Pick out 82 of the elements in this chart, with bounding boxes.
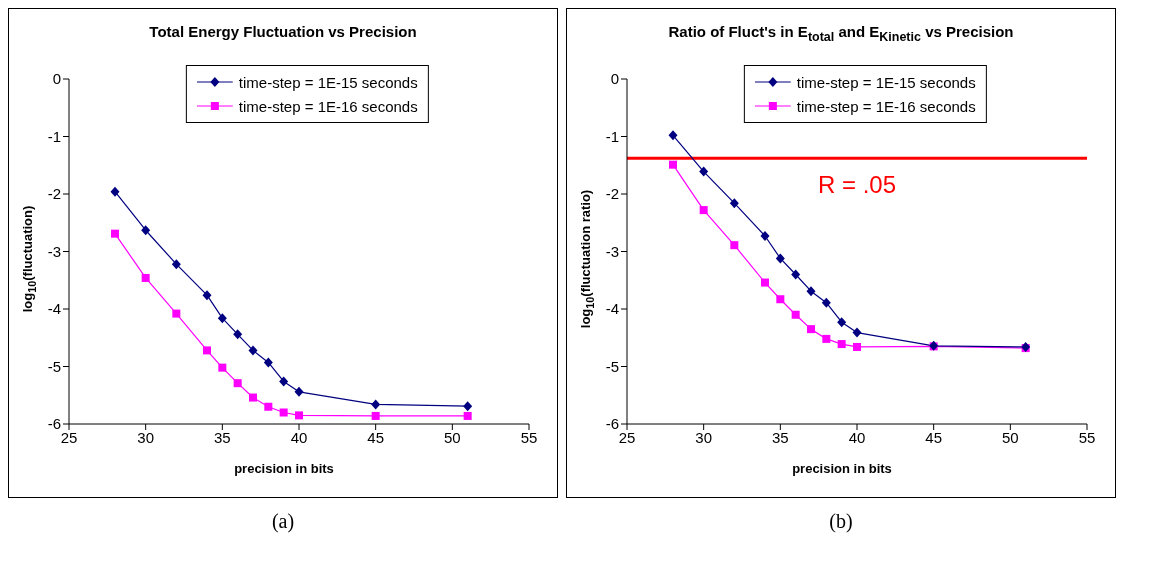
point xyxy=(217,313,227,324)
y-tick-label: -6 xyxy=(605,415,619,433)
point xyxy=(699,166,709,177)
point xyxy=(172,309,181,318)
point xyxy=(807,325,815,334)
point xyxy=(202,290,212,301)
x-tick-label: 55 xyxy=(520,428,538,446)
point xyxy=(822,334,831,343)
point xyxy=(821,297,831,308)
point xyxy=(111,229,119,238)
point xyxy=(263,357,273,368)
x-axis-title: precision in bits xyxy=(791,461,893,476)
y-tick-label: -6 xyxy=(47,415,61,433)
point xyxy=(233,379,242,388)
point xyxy=(837,340,846,349)
point xyxy=(463,411,472,420)
point xyxy=(699,206,708,215)
point xyxy=(668,130,678,141)
point xyxy=(249,393,257,402)
x-axis-title: precision in bits xyxy=(233,461,335,476)
point xyxy=(729,198,739,209)
y-tick-label: -2 xyxy=(47,185,61,203)
point xyxy=(853,342,861,351)
y-tick-label: -5 xyxy=(47,357,61,375)
x-tick-label: 30 xyxy=(695,428,713,446)
text: (a) xyxy=(270,510,296,533)
y-tick-label: -4 xyxy=(47,300,61,318)
y-tick-label: -5 xyxy=(605,357,619,375)
y-tick-label: -3 xyxy=(47,242,61,260)
point xyxy=(141,225,151,236)
x-tick-label: 25 xyxy=(60,428,78,446)
x-tick-label: 40 xyxy=(848,428,866,446)
point xyxy=(294,386,304,397)
point xyxy=(463,401,473,412)
point xyxy=(791,269,801,280)
point xyxy=(203,346,211,355)
y-tick-label: -4 xyxy=(605,300,619,318)
x-tick-label: 30 xyxy=(137,428,155,446)
y-tick-label: 0 xyxy=(52,70,61,88)
point xyxy=(233,329,243,340)
chart-title: Ratio of Fluct's in E$_{total}$ and E$_{Kinetic}$ vs Precision xyxy=(667,23,1015,44)
y-tick-label: -1 xyxy=(605,127,619,145)
point xyxy=(806,286,816,297)
y-tick-label: 0 xyxy=(610,70,619,88)
point xyxy=(279,408,288,417)
point xyxy=(776,295,785,304)
point xyxy=(837,317,847,328)
point xyxy=(791,310,800,319)
point xyxy=(730,241,739,250)
text: (b) xyxy=(828,510,854,533)
x-tick-label: 50 xyxy=(1001,428,1019,446)
y-tick-label: -2 xyxy=(605,185,619,203)
ref-line-label: R = .05 xyxy=(817,171,897,199)
x-tick-label: 50 xyxy=(443,428,461,446)
x-tick-label: 40 xyxy=(290,428,308,446)
legend-label: time-step = 1E-15 seconds xyxy=(238,73,418,91)
y-tick-label: -1 xyxy=(47,127,61,145)
chart-title: Total Energy Fluctuation vs Precision xyxy=(148,23,418,40)
y-tick-label: -3 xyxy=(605,242,619,260)
point xyxy=(248,345,258,356)
x-tick-label: 35 xyxy=(213,428,231,446)
x-tick-label: 45 xyxy=(367,428,385,446)
x-tick-label: 45 xyxy=(925,428,943,446)
point xyxy=(371,399,381,410)
point xyxy=(852,327,862,338)
point xyxy=(141,273,150,282)
point xyxy=(279,376,289,387)
x-tick-label: 25 xyxy=(618,428,636,446)
x-tick-label: 55 xyxy=(1078,428,1096,446)
point xyxy=(171,259,181,270)
point xyxy=(669,160,677,169)
point xyxy=(264,402,273,411)
legend-label: time-step = 1E-16 seconds xyxy=(238,97,418,115)
legend-label: time-step = 1E-15 seconds xyxy=(796,73,976,91)
x-tick-label: 35 xyxy=(771,428,789,446)
point xyxy=(761,278,769,287)
point xyxy=(218,363,227,372)
legend-label: time-step = 1E-16 seconds xyxy=(796,97,976,115)
point xyxy=(775,253,785,264)
point xyxy=(295,411,303,420)
point xyxy=(110,186,120,197)
point xyxy=(371,411,380,420)
